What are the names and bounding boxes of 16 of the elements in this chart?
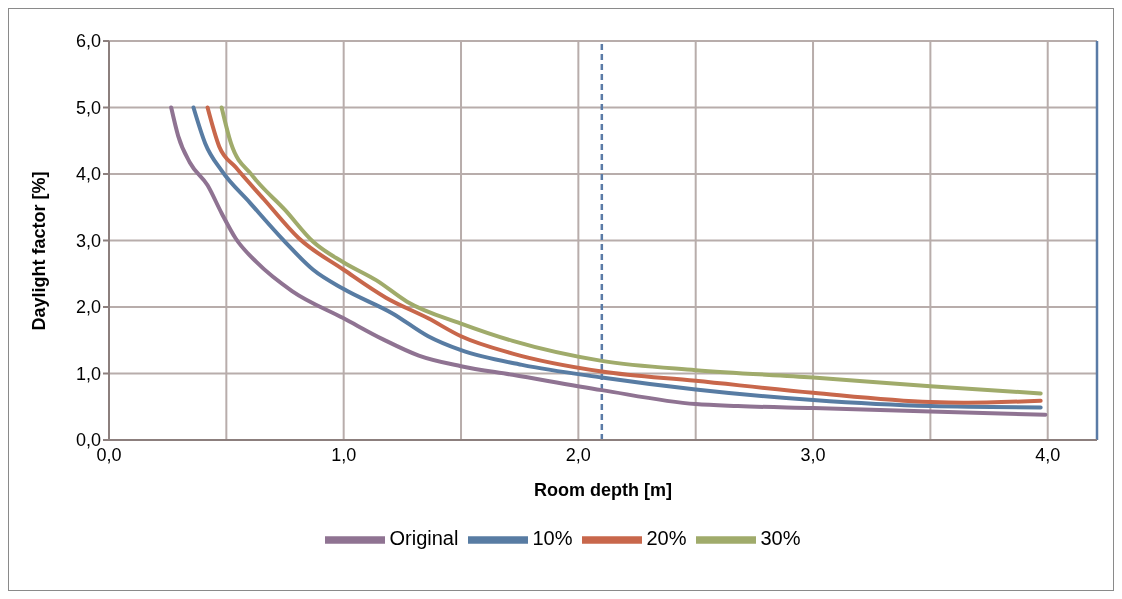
- y-tick-label: 1,0: [75, 363, 101, 384]
- x-axis-title: Room depth [m]: [534, 480, 672, 500]
- y-tick-label: 2,0: [75, 297, 101, 318]
- y-tick-label: 5,0: [75, 97, 101, 118]
- x-tick-label: 3,0: [800, 444, 826, 465]
- y-axis-title: Daylight factor [%]: [29, 171, 50, 331]
- x-tick-label: 4,0: [1035, 444, 1061, 465]
- y-tick-label: 3,0: [75, 230, 101, 251]
- legend-label: 10%: [532, 527, 573, 550]
- y-tick-label: 4,0: [75, 164, 101, 185]
- x-tick-label: 2,0: [565, 444, 591, 465]
- legend-label: 20%: [646, 527, 687, 550]
- legend-label: 30%: [760, 527, 801, 550]
- y-tick-label: 6,0: [75, 31, 101, 52]
- legend-label: Original: [389, 527, 459, 550]
- x-tick-label: 1,0: [331, 444, 357, 465]
